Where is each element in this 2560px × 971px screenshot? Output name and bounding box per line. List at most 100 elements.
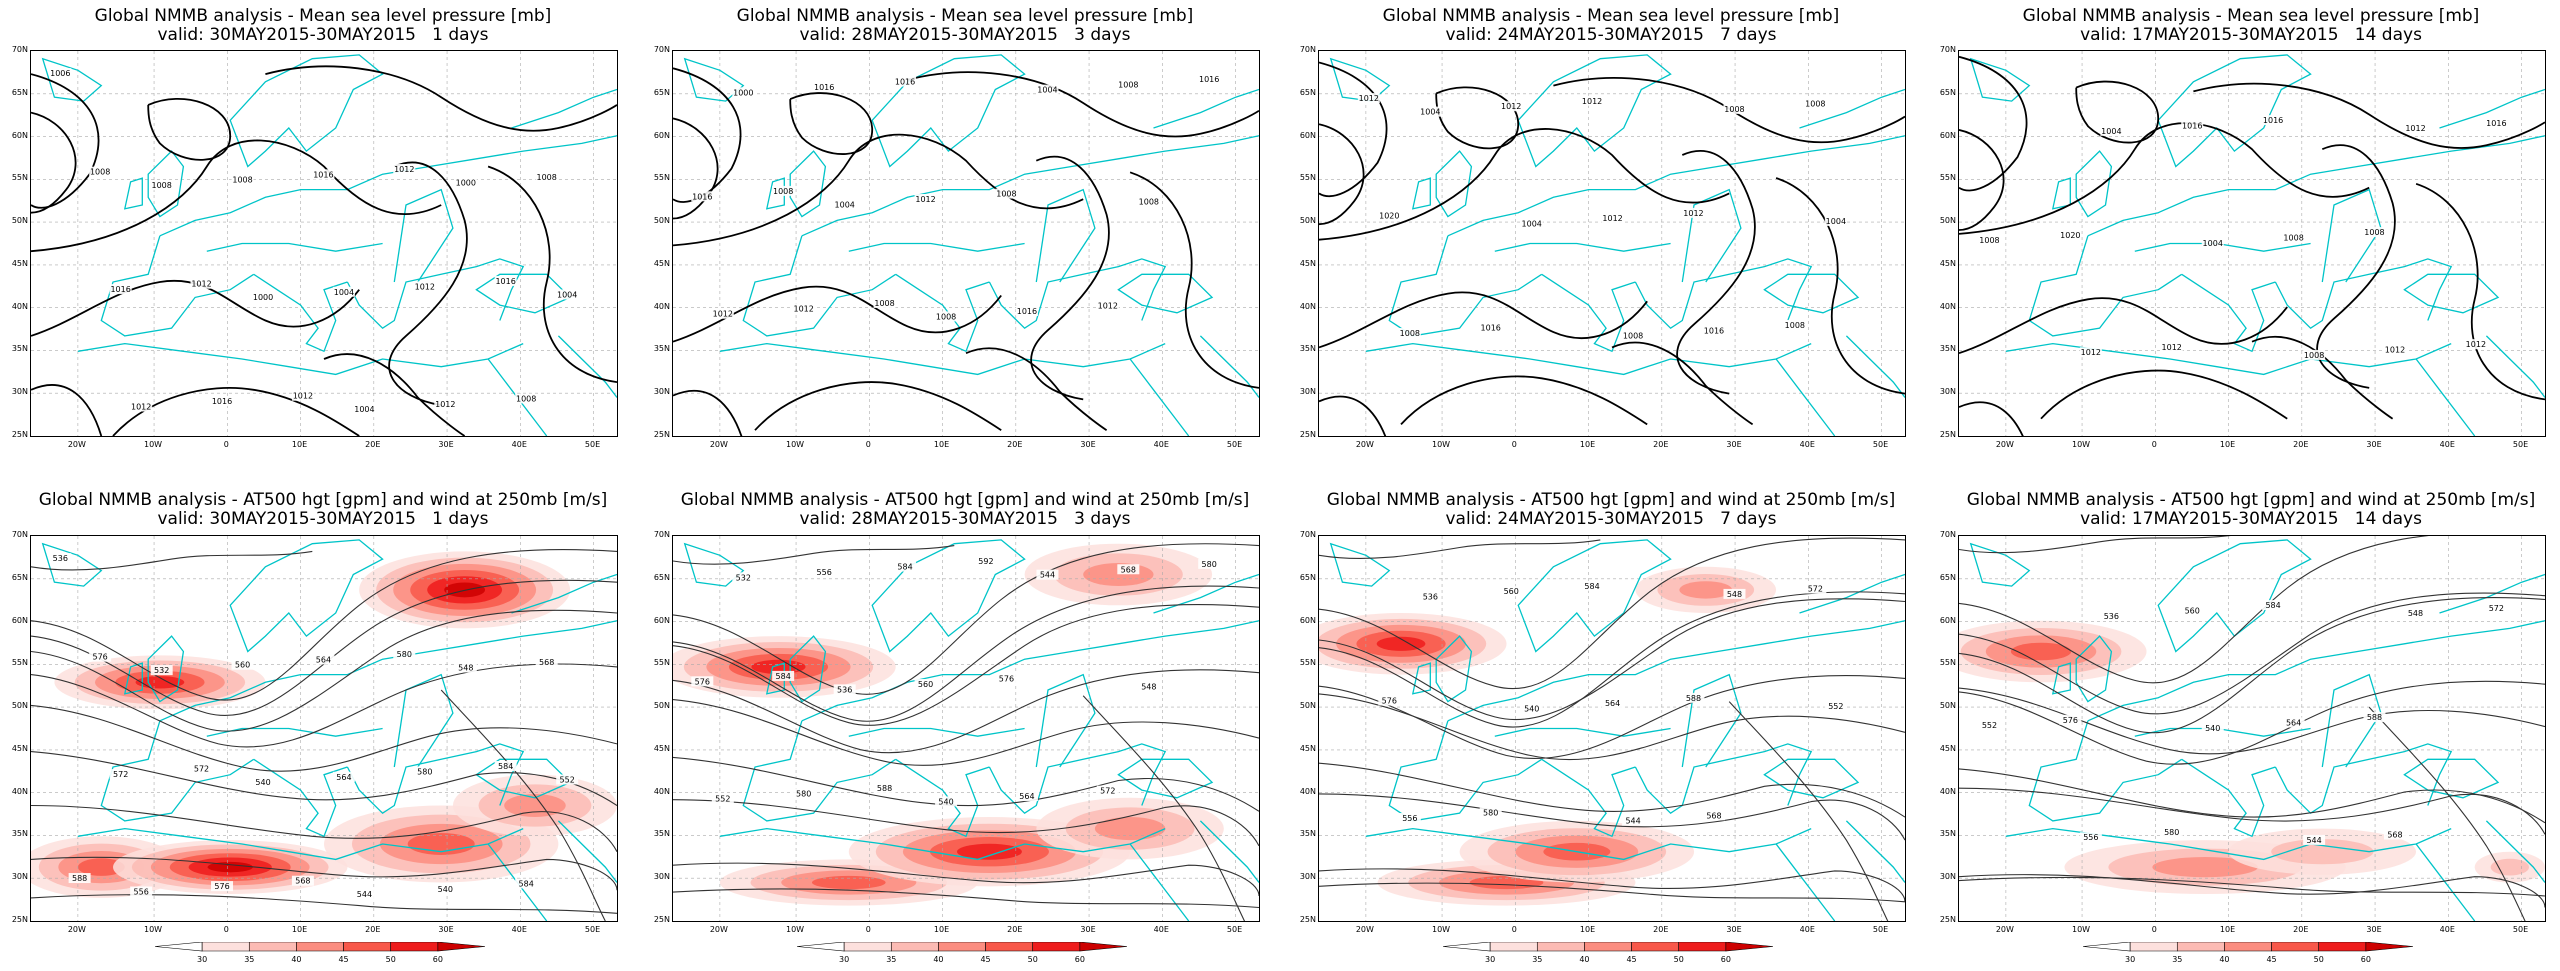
- lat-label: 60N: [1939, 130, 1956, 140]
- panel-title: Global NMMB analysis - AT500 hgt [gpm] a…: [1948, 491, 2554, 529]
- contour-label: 1016: [1704, 326, 1724, 335]
- contour-label: 580: [417, 767, 432, 776]
- coastline: [895, 758, 990, 838]
- lat-label: 40N: [11, 786, 28, 796]
- lat-label: 50N: [653, 701, 670, 711]
- contour-label-bg: [1622, 330, 1645, 341]
- contour-label-bg: [454, 662, 477, 673]
- lon-label: 10W: [144, 440, 163, 449]
- coastline: [229, 54, 384, 168]
- contour-label-bg: [231, 174, 254, 185]
- lon-label: 0: [2151, 925, 2157, 934]
- isobar: [147, 97, 232, 161]
- coastline: [2181, 758, 2276, 838]
- contour-label: 580: [796, 789, 811, 798]
- contour-label-bg: [873, 297, 896, 308]
- lon-label: 40E: [2439, 440, 2455, 449]
- contour-label-bg: [1036, 84, 1059, 95]
- lon-label: 10W: [2072, 440, 2091, 449]
- contour-label-bg: [1137, 681, 1160, 692]
- isobar: [388, 161, 468, 407]
- lon-label: 10E: [291, 440, 308, 449]
- contour-label: 1012: [1683, 209, 1703, 218]
- lat-label: 35N: [1299, 829, 1316, 839]
- wind-speed-shading: [207, 861, 253, 873]
- lon-label: 30E: [2366, 925, 2382, 934]
- map-area: 1006 1008 1000 1004 1000 1004 1012 1008 1004 1012…: [30, 50, 618, 437]
- coastline: [1435, 150, 1473, 218]
- colorbar-swatch: [201, 941, 250, 952]
- contour-label: 548: [458, 663, 473, 672]
- contour-label: 1008: [151, 181, 171, 190]
- lat-label: 35N: [1939, 344, 1956, 354]
- coastline: [871, 539, 1026, 653]
- contour-label-bg: [49, 68, 72, 79]
- contour-label: 540: [938, 797, 953, 806]
- geopotential-contour: [673, 799, 1259, 847]
- geopotential-contour: [1959, 536, 2231, 554]
- lat-label: 65N: [653, 87, 670, 97]
- colorbar-swatches: [1442, 941, 1774, 952]
- title-line-1: Global NMMB analysis - Mean sea level pr…: [736, 6, 1194, 26]
- geopotential-contour: [31, 663, 617, 748]
- contour-label-bg: [109, 284, 132, 295]
- map-area: 1004 1004 1008 1012 1008 1012 1016 1008 1012 1016…: [1958, 50, 2546, 437]
- colorbar-swatch: [1678, 941, 1727, 952]
- coastline: [229, 539, 384, 653]
- coastline: [1969, 542, 2031, 587]
- coastline: [2485, 820, 2545, 883]
- colorbar-swatch: [296, 941, 344, 952]
- lon-label: 10E: [933, 925, 950, 934]
- lat-label: 60N: [653, 130, 670, 140]
- contour-label: 580: [1202, 560, 1217, 569]
- contour-label: 576: [695, 677, 710, 686]
- contour-label: 1008: [1400, 329, 1420, 338]
- contour-label-bg: [1137, 196, 1160, 207]
- coastline: [1117, 273, 1214, 314]
- contour-label: 1016: [1199, 75, 1219, 84]
- coastline: [848, 242, 1025, 252]
- isobar: [2316, 144, 2396, 389]
- colorbar-swatches: [796, 941, 1128, 952]
- contour-label: 1012: [394, 165, 414, 174]
- coastline: [159, 620, 617, 722]
- contour-label-bg: [914, 678, 937, 689]
- coastline: [789, 150, 827, 218]
- isobar: [1553, 77, 1905, 144]
- contour-label: 552: [560, 775, 575, 784]
- contour-label-bg: [434, 883, 457, 894]
- colorbar-swatch: [2318, 941, 2367, 952]
- contour-label-bg: [691, 676, 714, 687]
- title-line-1: Global NMMB analysis - AT500 hgt [gpm] a…: [1326, 490, 1896, 510]
- colorbar-swatch: [2224, 941, 2272, 952]
- lat-label: 70N: [1299, 530, 1316, 539]
- contour-label: 1012: [713, 310, 733, 319]
- geopotential-contour: [31, 579, 617, 716]
- lon-label: 40E: [1799, 440, 1815, 449]
- isobar: [2193, 82, 2545, 149]
- lon-label: 10W: [144, 925, 163, 934]
- lon-label: 20W: [67, 440, 86, 449]
- contour-label-bg: [2303, 349, 2326, 360]
- title-line-2: valid: 30MAY2015-30MAY2015 1 days: [157, 25, 489, 45]
- contour-label: 1012: [2162, 343, 2182, 352]
- coastline: [2403, 758, 2500, 799]
- contour-label: 536: [2104, 612, 2119, 621]
- coastline: [2415, 843, 2476, 921]
- lat-label: 45N: [11, 743, 28, 753]
- contour-label-bg: [130, 886, 153, 897]
- lon-label: 20E: [2293, 440, 2309, 449]
- coastline: [2087, 135, 2545, 237]
- lon-label: 40E: [1153, 440, 1169, 449]
- lat-label: 45N: [1299, 258, 1316, 268]
- lon-label: 10E: [933, 440, 950, 449]
- lat-label: 30N: [11, 387, 28, 397]
- colorbar-swatch: [890, 941, 939, 952]
- contour-label-bg: [1419, 106, 1442, 117]
- contour-label-bg: [1500, 586, 1523, 597]
- isobar: [1435, 86, 1520, 150]
- lat-label: 45N: [1299, 743, 1316, 753]
- coastline: [1845, 335, 1905, 398]
- geopotential-contour: [1082, 695, 1246, 921]
- contour-label: 1008: [2364, 228, 2384, 237]
